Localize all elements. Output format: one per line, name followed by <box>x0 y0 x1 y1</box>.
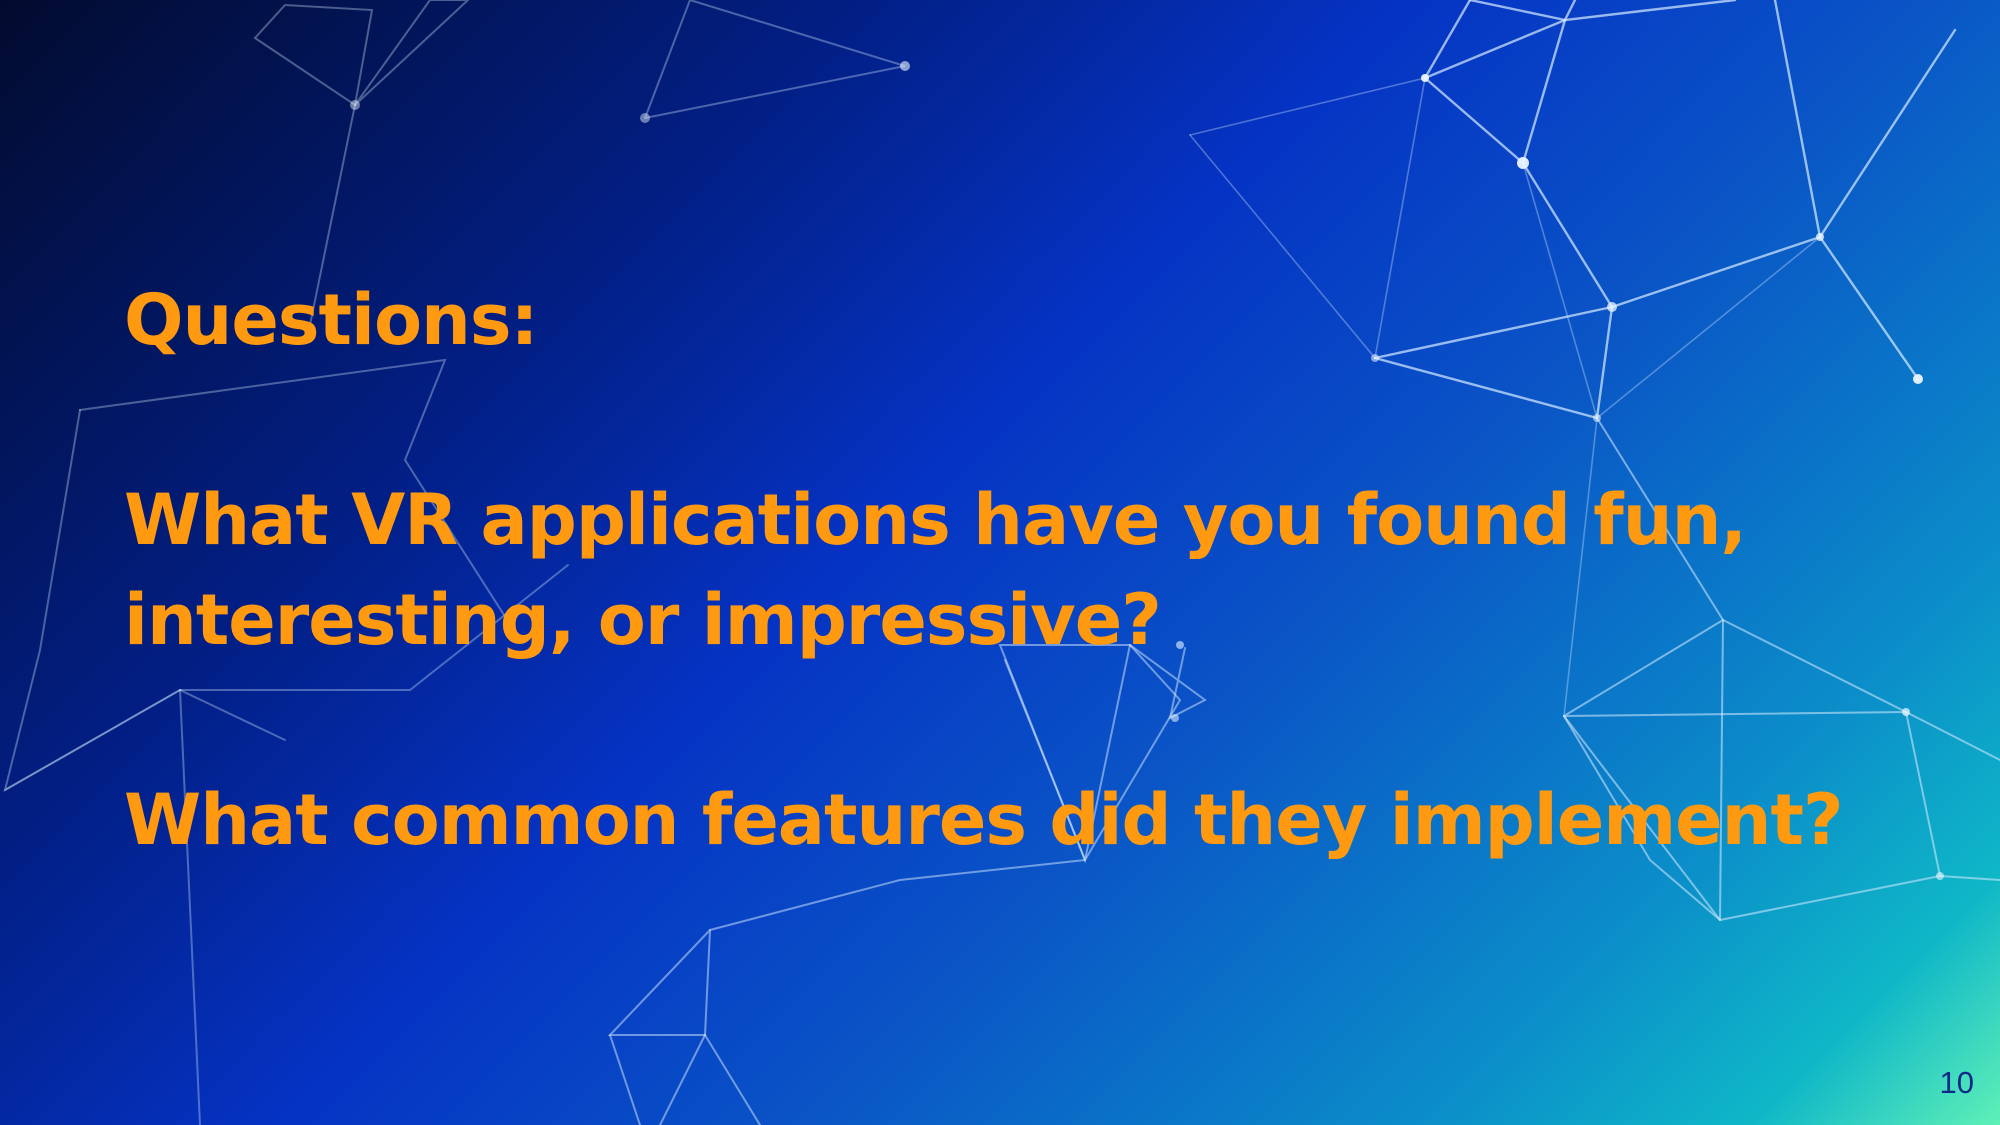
question-1-line-1: What VR applications have you found fun, <box>124 479 1747 561</box>
question-1-line-2: interesting, or impressive? <box>124 579 1162 661</box>
slide-content: Questions: What VR applications have you… <box>124 270 1884 870</box>
slide-heading: Questions: <box>124 279 539 361</box>
paragraph-spacer <box>124 370 1884 470</box>
paragraph-spacer <box>124 670 1884 770</box>
question-2: What common features did they implement? <box>124 779 1844 861</box>
page-number: 10 <box>1939 1065 1974 1100</box>
